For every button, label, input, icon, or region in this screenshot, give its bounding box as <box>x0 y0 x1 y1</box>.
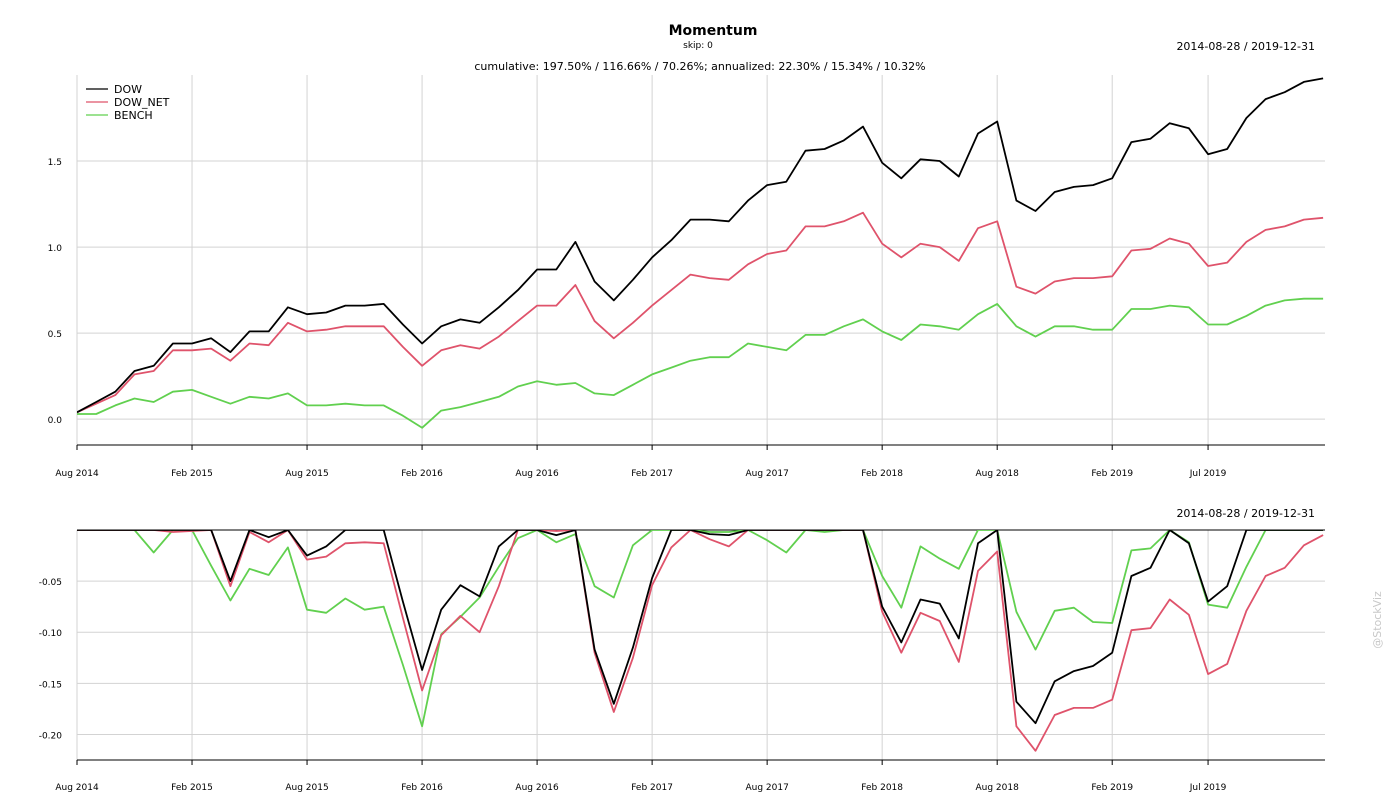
top-xtick-label: Feb 2018 <box>861 469 903 479</box>
bottom-xtick-label: Feb 2018 <box>861 783 903 793</box>
top-xtick-label: Feb 2016 <box>401 469 443 479</box>
bottom-xtick-label: Aug 2017 <box>745 783 788 793</box>
bottom-xtick-label: Aug 2015 <box>285 783 328 793</box>
bottom-series-line-bench <box>77 530 1324 728</box>
bottom-xtick-label: Aug 2014 <box>55 783 99 793</box>
bottom-series-line-dow <box>77 530 1324 725</box>
bottom-xtick-label: Feb 2015 <box>171 783 213 793</box>
top-xtick-label: Feb 2017 <box>631 469 673 479</box>
top-ytick-label: 0.5 <box>48 330 62 340</box>
bottom-series-line-dow-net <box>77 530 1324 752</box>
drawdown-panel: -0.20 -0.15 -0.10 -0.05 Aug 2014 Feb 2015 Aug … <box>39 529 1325 793</box>
top-series-line-dow-net <box>77 211 1324 414</box>
top-xtick-label: Aug 2017 <box>745 469 788 479</box>
date-range-top: 2014-08-28 / 2019-12-31 <box>1176 40 1315 53</box>
legend-label-bench: BENCH <box>114 109 153 122</box>
top-xtick-label: Aug 2016 <box>515 469 559 479</box>
bottom-ytick-label: -0.20 <box>39 731 63 741</box>
top-xtick-label: Aug 2014 <box>55 469 99 479</box>
legend-label-dow-net: DOW_NET <box>114 96 170 109</box>
stats-summary: cumulative: 197.50% / 116.66% / 70.26%; … <box>474 60 925 73</box>
top-ytick-label: 1.5 <box>48 158 62 168</box>
top-xtick-label: Feb 2019 <box>1091 469 1133 479</box>
bottom-ytick-label: -0.05 <box>39 578 62 588</box>
bottom-xtick-label: Feb 2017 <box>631 783 673 793</box>
top-xtick-label: Aug 2015 <box>285 469 328 479</box>
bottom-xtick-label: Aug 2018 <box>976 783 1020 793</box>
watermark: @StockViz <box>1371 591 1384 649</box>
top-ytick-label: 1.0 <box>48 244 63 254</box>
chart-subtitle: skip: 0 <box>683 41 713 51</box>
top-ytick-label: 0.0 <box>48 416 63 426</box>
top-series-line-bench <box>77 297 1324 429</box>
bottom-xtick-label: Aug 2016 <box>515 783 559 793</box>
legend: DOW DOW_NET BENCH <box>86 83 170 122</box>
bottom-xtick-label: Feb 2019 <box>1091 783 1133 793</box>
chart-title: Momentum <box>669 23 758 39</box>
top-xtick-label: Aug 2018 <box>976 469 1020 479</box>
bottom-xtick-label: Jul 2019 <box>1189 783 1227 793</box>
legend-label-dow: DOW <box>114 83 142 96</box>
top-series-line-dow <box>77 77 1324 414</box>
top-xtick-label: Feb 2015 <box>171 469 213 479</box>
date-range-bottom: 2014-08-28 / 2019-12-31 <box>1176 507 1315 520</box>
bottom-ytick-label: -0.10 <box>39 629 63 639</box>
bottom-xtick-label: Feb 2016 <box>401 783 443 793</box>
cumulative-returns-panel: 0.0 0.5 1.0 1.5 Aug 2014 Feb 2015 Aug 2015 Feb … <box>48 75 1325 479</box>
top-xtick-label: Jul 2019 <box>1189 469 1227 479</box>
bottom-ytick-label: -0.15 <box>39 680 62 690</box>
